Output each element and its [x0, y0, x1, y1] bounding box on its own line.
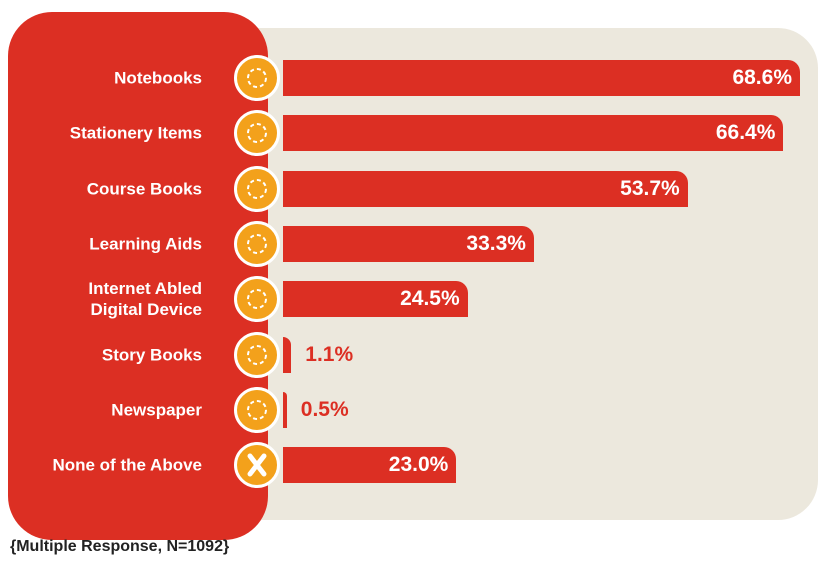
category-label: Internet Abled Digital Device [88, 279, 202, 320]
bar [283, 115, 784, 152]
background-panel [230, 28, 818, 520]
icon [234, 442, 280, 489]
icon [234, 331, 280, 378]
category-label: Notebooks [114, 68, 202, 88]
value-label: 68.6% [732, 66, 792, 89]
bar [283, 281, 468, 318]
label-panel [8, 12, 268, 540]
value-label: 23.0% [388, 453, 449, 477]
value-label: 66.4% [715, 121, 776, 145]
icon [234, 165, 280, 212]
category-label: Stationery Items [69, 123, 202, 143]
icon [234, 55, 280, 101]
bar [283, 447, 457, 484]
value-label: 1.1% [305, 342, 354, 366]
icon [234, 110, 280, 157]
footnote: {Multiple Response, N=1092} [10, 538, 230, 555]
icon [234, 386, 280, 433]
category-label: Course Books [86, 179, 202, 199]
icon [234, 220, 280, 267]
bar [283, 336, 292, 373]
icon [234, 276, 280, 323]
bar [283, 60, 800, 96]
value-label: 0.5% [300, 397, 349, 421]
bar [283, 170, 688, 207]
value-label: 53.7% [620, 176, 680, 200]
bar [283, 225, 534, 262]
category-label: Story Books [101, 345, 202, 364]
bar [283, 391, 287, 428]
category-label: None of the Above [52, 455, 202, 475]
category-label: Newspaper [111, 400, 202, 420]
value-label: 24.5% [400, 287, 460, 311]
value-label: 33.3% [466, 231, 526, 255]
category-label: Learning Aids [89, 234, 202, 254]
